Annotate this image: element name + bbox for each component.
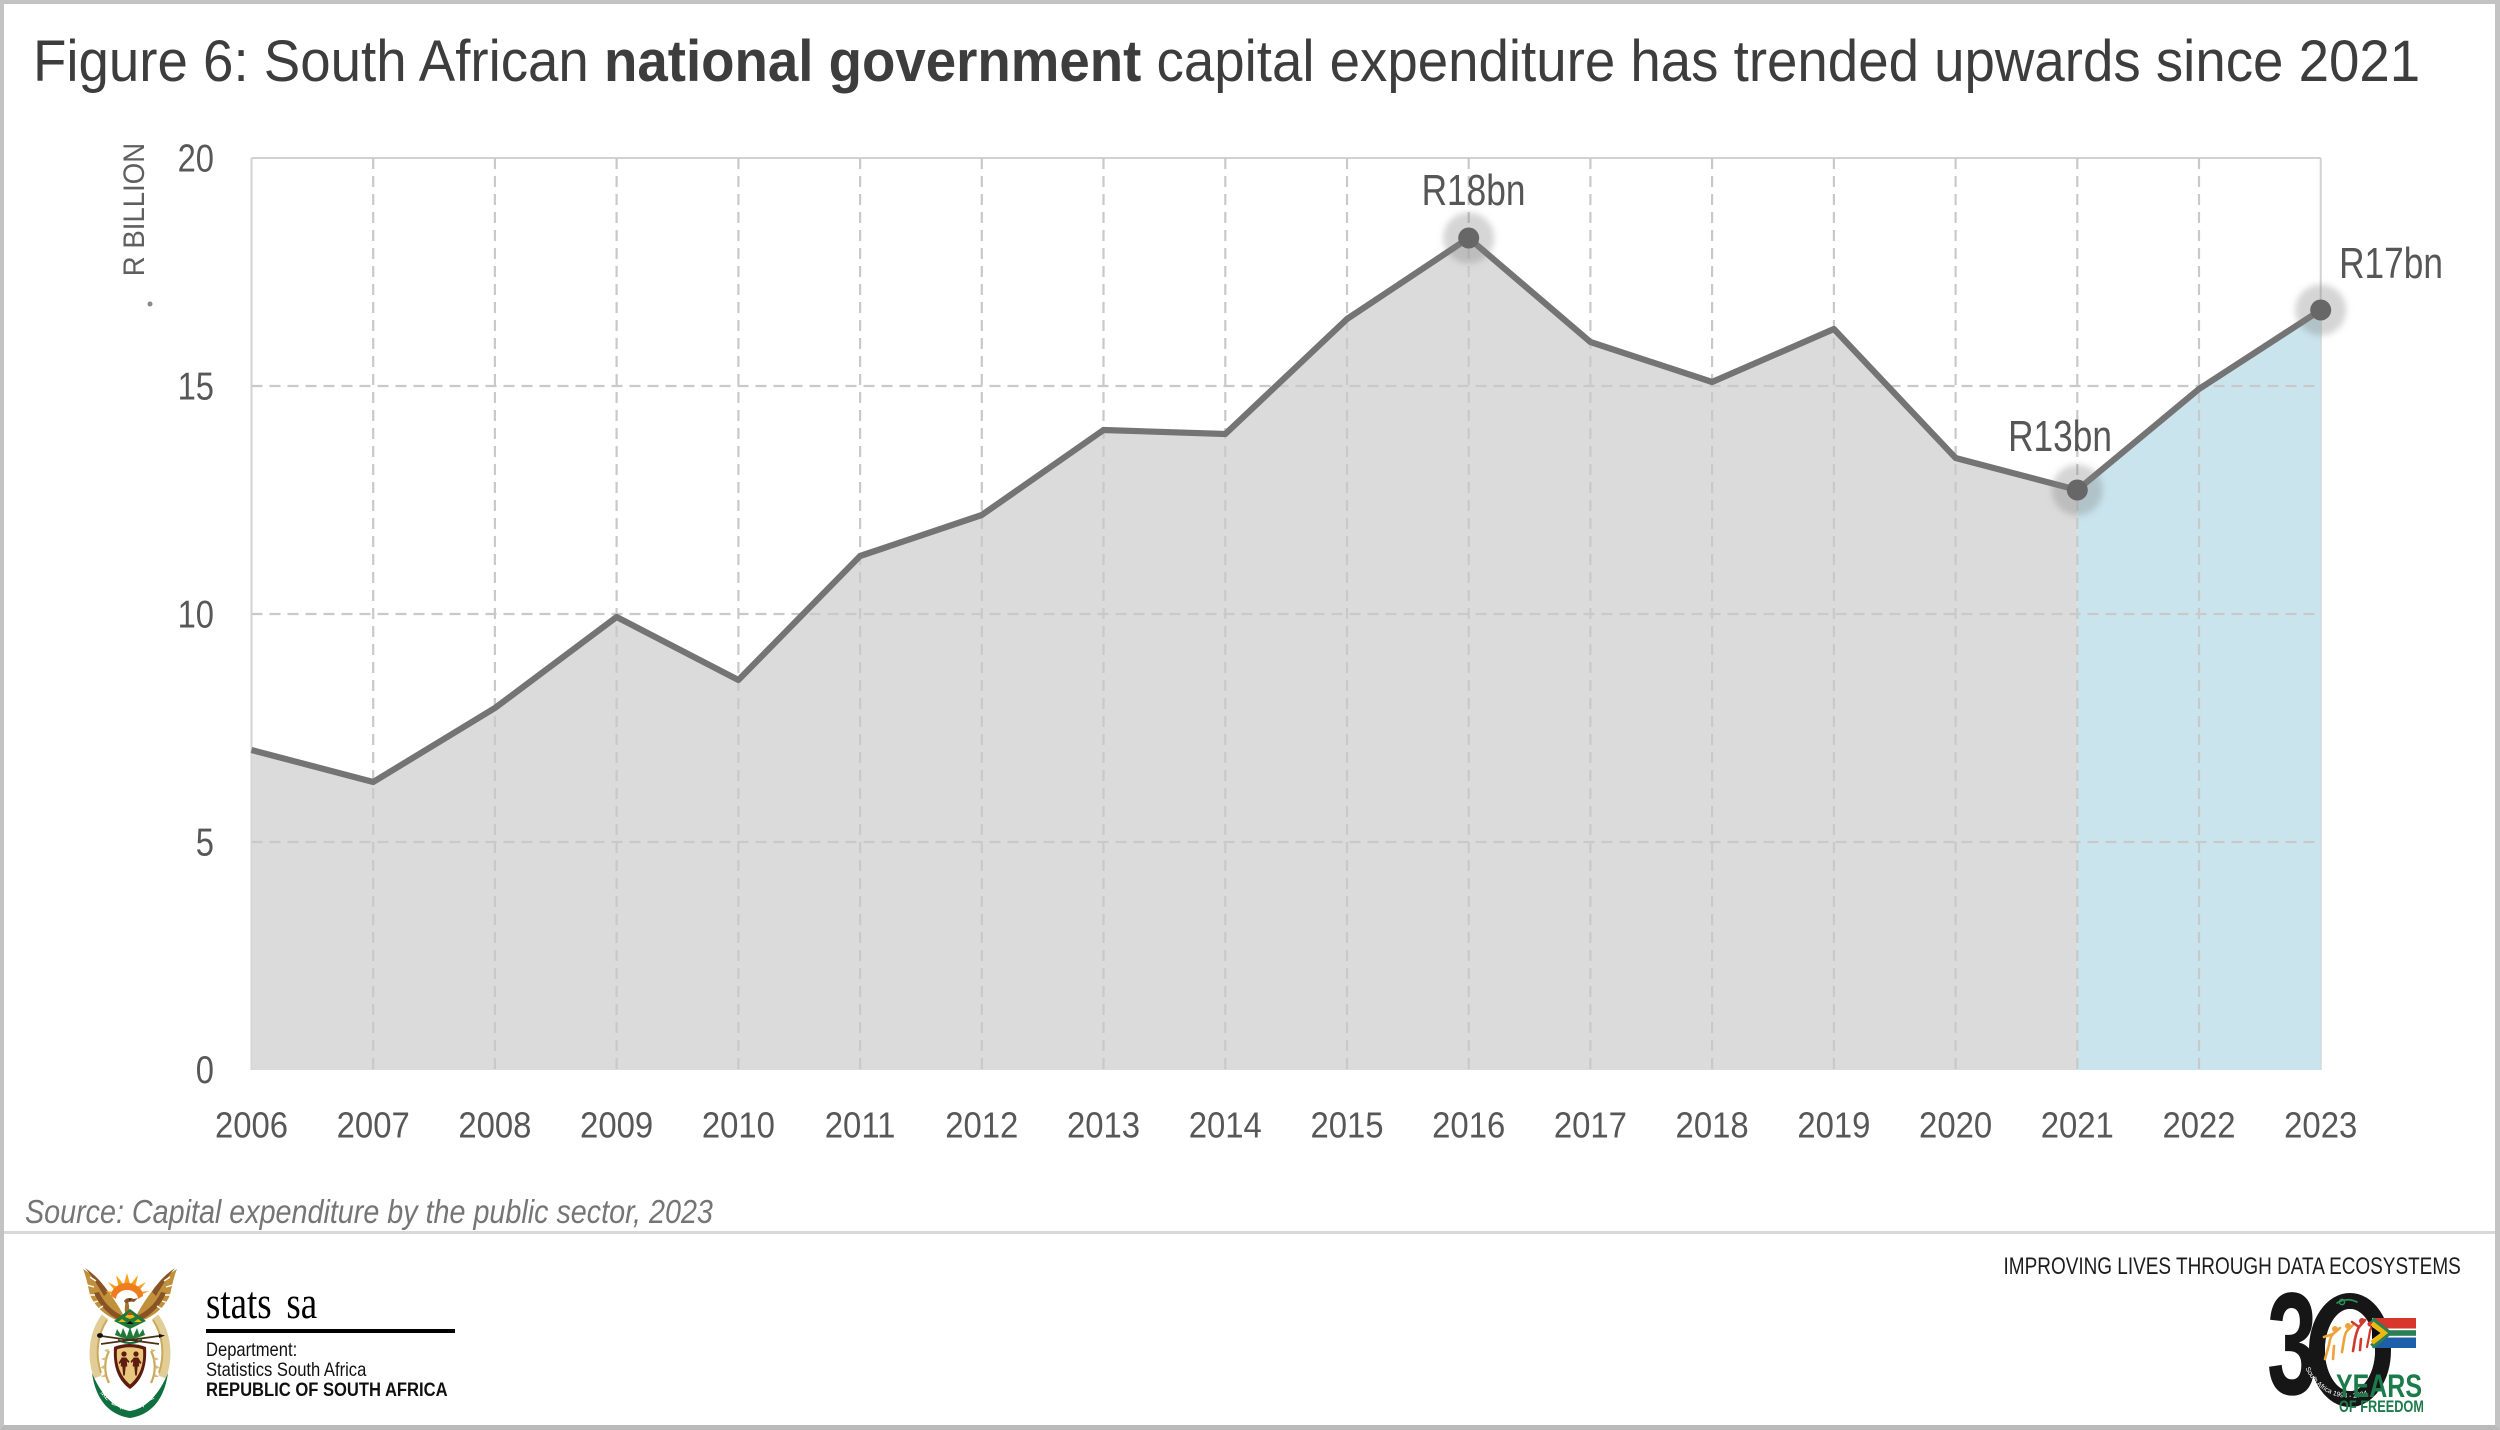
svg-text:0: 0 bbox=[196, 1049, 214, 1092]
svg-text:R17bn: R17bn bbox=[2339, 240, 2443, 288]
svg-text:2022: 2022 bbox=[2162, 1106, 2235, 1146]
svg-text://KE: //KE bbox=[142, 1394, 156, 1406]
svg-text:2021: 2021 bbox=[2041, 1106, 2114, 1146]
svg-text:2014: 2014 bbox=[1189, 1106, 1262, 1146]
svg-text:15: 15 bbox=[178, 365, 214, 408]
svg-text:2023: 2023 bbox=[2284, 1106, 2357, 1146]
svg-text:2010: 2010 bbox=[702, 1106, 775, 1146]
svg-text:2012: 2012 bbox=[945, 1106, 1018, 1146]
svg-text:R BILLION: R BILLION bbox=[118, 143, 151, 276]
svg-text:2013: 2013 bbox=[1067, 1106, 1140, 1146]
svg-text:2019: 2019 bbox=[1797, 1106, 1870, 1146]
svg-text:/XA: /XA bbox=[120, 1404, 132, 1412]
svg-text:YEARS: YEARS bbox=[2336, 1369, 2422, 1405]
svg-text:2008: 2008 bbox=[458, 1106, 531, 1146]
svg-text:2006: 2006 bbox=[215, 1106, 288, 1146]
svg-text:5: 5 bbox=[196, 821, 214, 864]
svg-text:10: 10 bbox=[178, 593, 214, 636]
svg-text:RRA: RRA bbox=[130, 1402, 145, 1411]
svg-text:OF FREEDOM: OF FREEDOM bbox=[2339, 1397, 2423, 1414]
svg-text:E:: E: bbox=[110, 1399, 118, 1408]
svg-text:2020: 2020 bbox=[1919, 1106, 1992, 1146]
svg-text:2011: 2011 bbox=[825, 1106, 896, 1146]
svg-text:3: 3 bbox=[2267, 1289, 2317, 1414]
svg-text:2015: 2015 bbox=[1310, 1106, 1383, 1146]
svg-text:R18bn: R18bn bbox=[1422, 167, 1526, 215]
svg-text:2007: 2007 bbox=[337, 1106, 410, 1146]
svg-text:2018: 2018 bbox=[1676, 1106, 1749, 1146]
svg-text:2017: 2017 bbox=[1554, 1106, 1627, 1146]
svg-text:2009: 2009 bbox=[580, 1106, 653, 1146]
svg-text:2016: 2016 bbox=[1432, 1106, 1505, 1146]
svg-text:R13bn: R13bn bbox=[2008, 413, 2112, 461]
svg-text:20: 20 bbox=[178, 137, 214, 180]
